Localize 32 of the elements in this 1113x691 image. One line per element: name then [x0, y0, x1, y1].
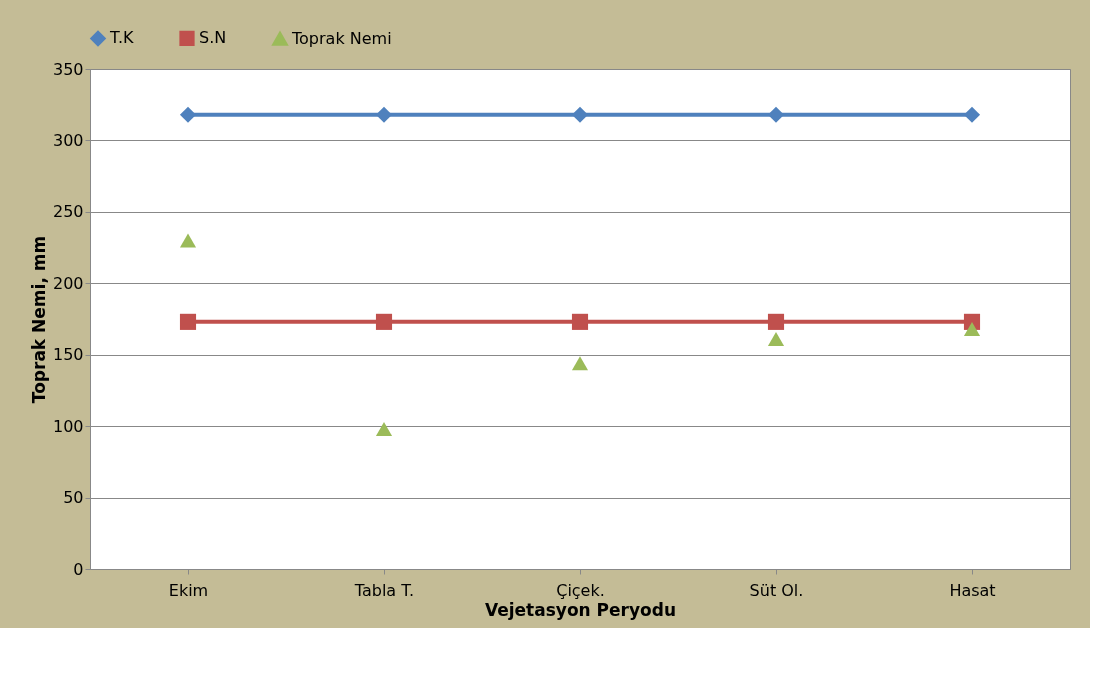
point [963, 106, 981, 123]
y-tick-label: 300 [52, 130, 84, 150]
point [571, 106, 589, 123]
point [179, 233, 197, 248]
point [571, 356, 589, 371]
point [179, 313, 197, 330]
legend-label: Toprak Nemi [291, 28, 392, 48]
point [179, 106, 197, 123]
point [571, 313, 589, 330]
x-tick-label: Çiçek. [556, 580, 605, 600]
point [767, 332, 785, 346]
y-tick-label: 200 [52, 273, 84, 293]
point [375, 106, 393, 123]
x-tick-label: Tabla T. [353, 580, 415, 600]
x-axis-title: Vejetasyon Peryodu [484, 599, 677, 620]
y-tick-label: 50 [63, 488, 84, 508]
x-tick-label: Ekim [168, 580, 209, 600]
point [767, 106, 785, 123]
y-axis-title: Toprak Nemi, mm [28, 235, 49, 404]
y-tick-label: 350 [52, 59, 84, 79]
point [963, 322, 981, 336]
y-tick-label: 100 [52, 416, 84, 436]
x-tick-label: Hasat [949, 580, 996, 600]
y-tick-label: 150 [52, 345, 84, 365]
y-tick-label: 0 [73, 559, 84, 579]
point [375, 422, 393, 436]
point [767, 313, 785, 330]
legend-label: T.K [109, 28, 134, 48]
x-tick-label: Süt Ol. [749, 580, 804, 600]
legend-label: S.N [199, 28, 227, 48]
y-tick-label: 250 [52, 202, 84, 222]
point [375, 313, 393, 330]
